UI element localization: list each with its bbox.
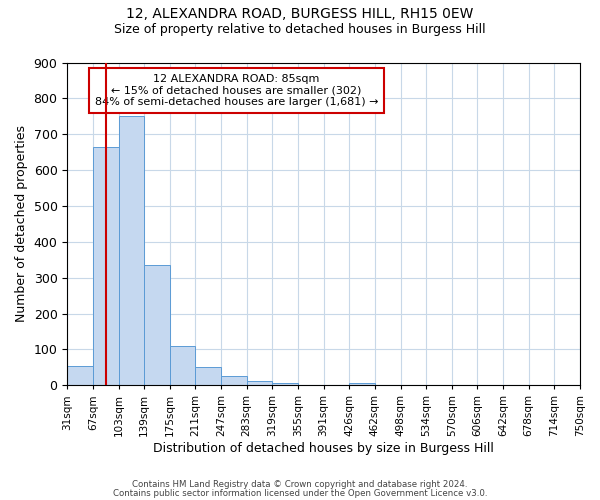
Bar (221, 376, 247, 386)
Bar (196, 368, 221, 386)
X-axis label: Distribution of detached houses by size in Burgess Hill: Distribution of detached houses by size … (153, 442, 494, 455)
Y-axis label: Number of detached properties: Number of detached properties (15, 126, 28, 322)
Bar (247, 381, 272, 386)
Bar (144, 265, 170, 386)
Bar (119, 116, 144, 386)
Bar (272, 384, 298, 386)
Text: Size of property relative to detached houses in Burgess Hill: Size of property relative to detached ho… (114, 22, 486, 36)
Text: Contains public sector information licensed under the Open Government Licence v3: Contains public sector information licen… (113, 488, 487, 498)
Text: Contains HM Land Registry data © Crown copyright and database right 2024.: Contains HM Land Registry data © Crown c… (132, 480, 468, 489)
Text: 12 ALEXANDRA ROAD: 85sqm
← 15% of detached houses are smaller (302)
84% of semi-: 12 ALEXANDRA ROAD: 85sqm ← 15% of detach… (95, 74, 378, 107)
Bar (170, 346, 196, 386)
Text: 12, ALEXANDRA ROAD, BURGESS HILL, RH15 0EW: 12, ALEXANDRA ROAD, BURGESS HILL, RH15 0… (127, 8, 473, 22)
Bar (93, 147, 119, 386)
Bar (67, 366, 93, 386)
Bar (349, 384, 375, 386)
